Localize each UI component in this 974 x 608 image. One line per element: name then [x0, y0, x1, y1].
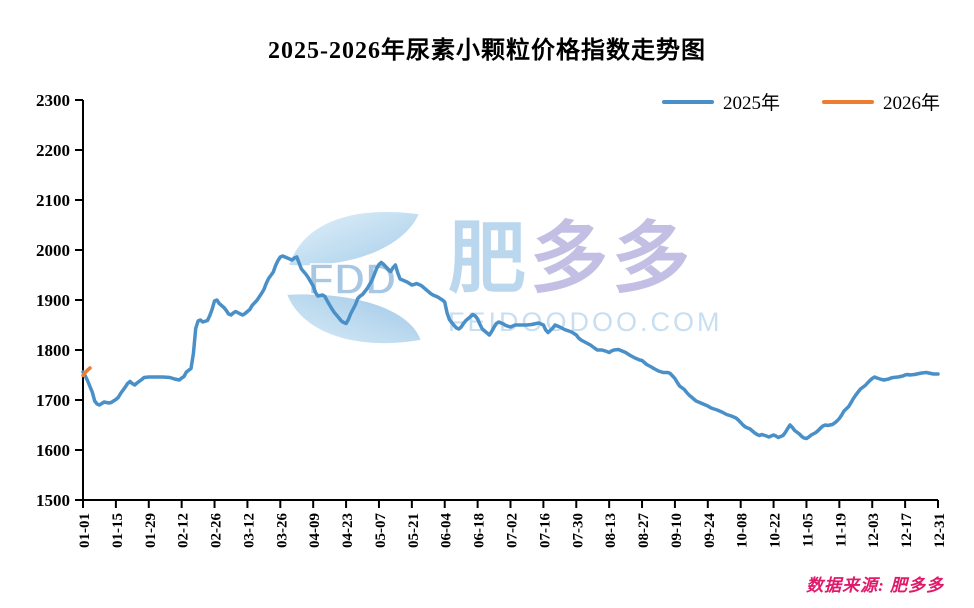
x-tick-label: 08-27 [636, 513, 652, 548]
x-tick-label: 03-12 [241, 513, 257, 548]
y-tick-label: 2000 [36, 241, 70, 260]
y-tick-label: 1500 [36, 491, 70, 510]
legend-label-2025: 2025年 [722, 93, 780, 114]
x-tick-label: 07-30 [570, 513, 586, 548]
x-tick-label: 09-10 [669, 513, 685, 548]
x-tick-label: 12-03 [866, 513, 882, 548]
x-tick-label: 09-24 [702, 513, 718, 548]
x-tick-label: 01-29 [143, 513, 159, 548]
legend-swatch-2026-line [821, 99, 874, 104]
x-tick-label: 07-16 [537, 513, 553, 548]
legend-swatch-2025-line [661, 99, 714, 104]
x-tick-label: 06-18 [472, 513, 488, 548]
legend-item-2025: 2025年 [661, 88, 780, 115]
legend: 2025年 2026年 [661, 88, 940, 115]
legend-label-2026: 2026年 [882, 93, 940, 114]
y-tick-label: 2200 [36, 141, 70, 160]
series-line-2025年 [81, 254, 940, 441]
y-tick-label: 2100 [36, 191, 70, 210]
series-line-2026年 [81, 366, 92, 378]
x-tick-label: 07-02 [505, 513, 521, 548]
x-tick-label: 01-01 [77, 513, 93, 548]
x-tick-label: 05-07 [373, 513, 389, 548]
x-tick-label: 12-31 [932, 513, 948, 548]
x-tick-label: 05-21 [406, 513, 422, 548]
x-tick-label: 10-08 [735, 513, 751, 548]
y-tick-label: 1800 [36, 341, 70, 360]
x-tick-label: 04-09 [307, 513, 323, 548]
legend-item-2026: 2026年 [821, 88, 940, 115]
y-tick-label: 1700 [36, 391, 70, 410]
y-tick-label: 1600 [36, 441, 70, 460]
x-tick-label: 04-23 [340, 513, 356, 548]
x-tick-label: 11-19 [833, 513, 849, 547]
chart-title: 2025-2026年尿素小颗粒价格指数走势图 [268, 38, 706, 64]
x-tick-label: 01-15 [110, 513, 126, 548]
y-tick-label: 2300 [36, 91, 70, 110]
data-source-note: 数据来源: 肥多多 [806, 576, 944, 595]
x-tick-label: 12-17 [899, 513, 915, 548]
x-tick-label: 06-04 [439, 513, 455, 548]
x-tick-label: 11-05 [800, 513, 816, 547]
x-tick-label: 02-12 [176, 513, 192, 548]
x-tick-label: 08-13 [603, 513, 619, 548]
x-tick-label: 03-26 [274, 513, 290, 548]
x-tick-label: 02-26 [209, 513, 225, 548]
y-tick-label: 1900 [36, 291, 70, 310]
x-tick-label: 10-22 [768, 513, 784, 548]
